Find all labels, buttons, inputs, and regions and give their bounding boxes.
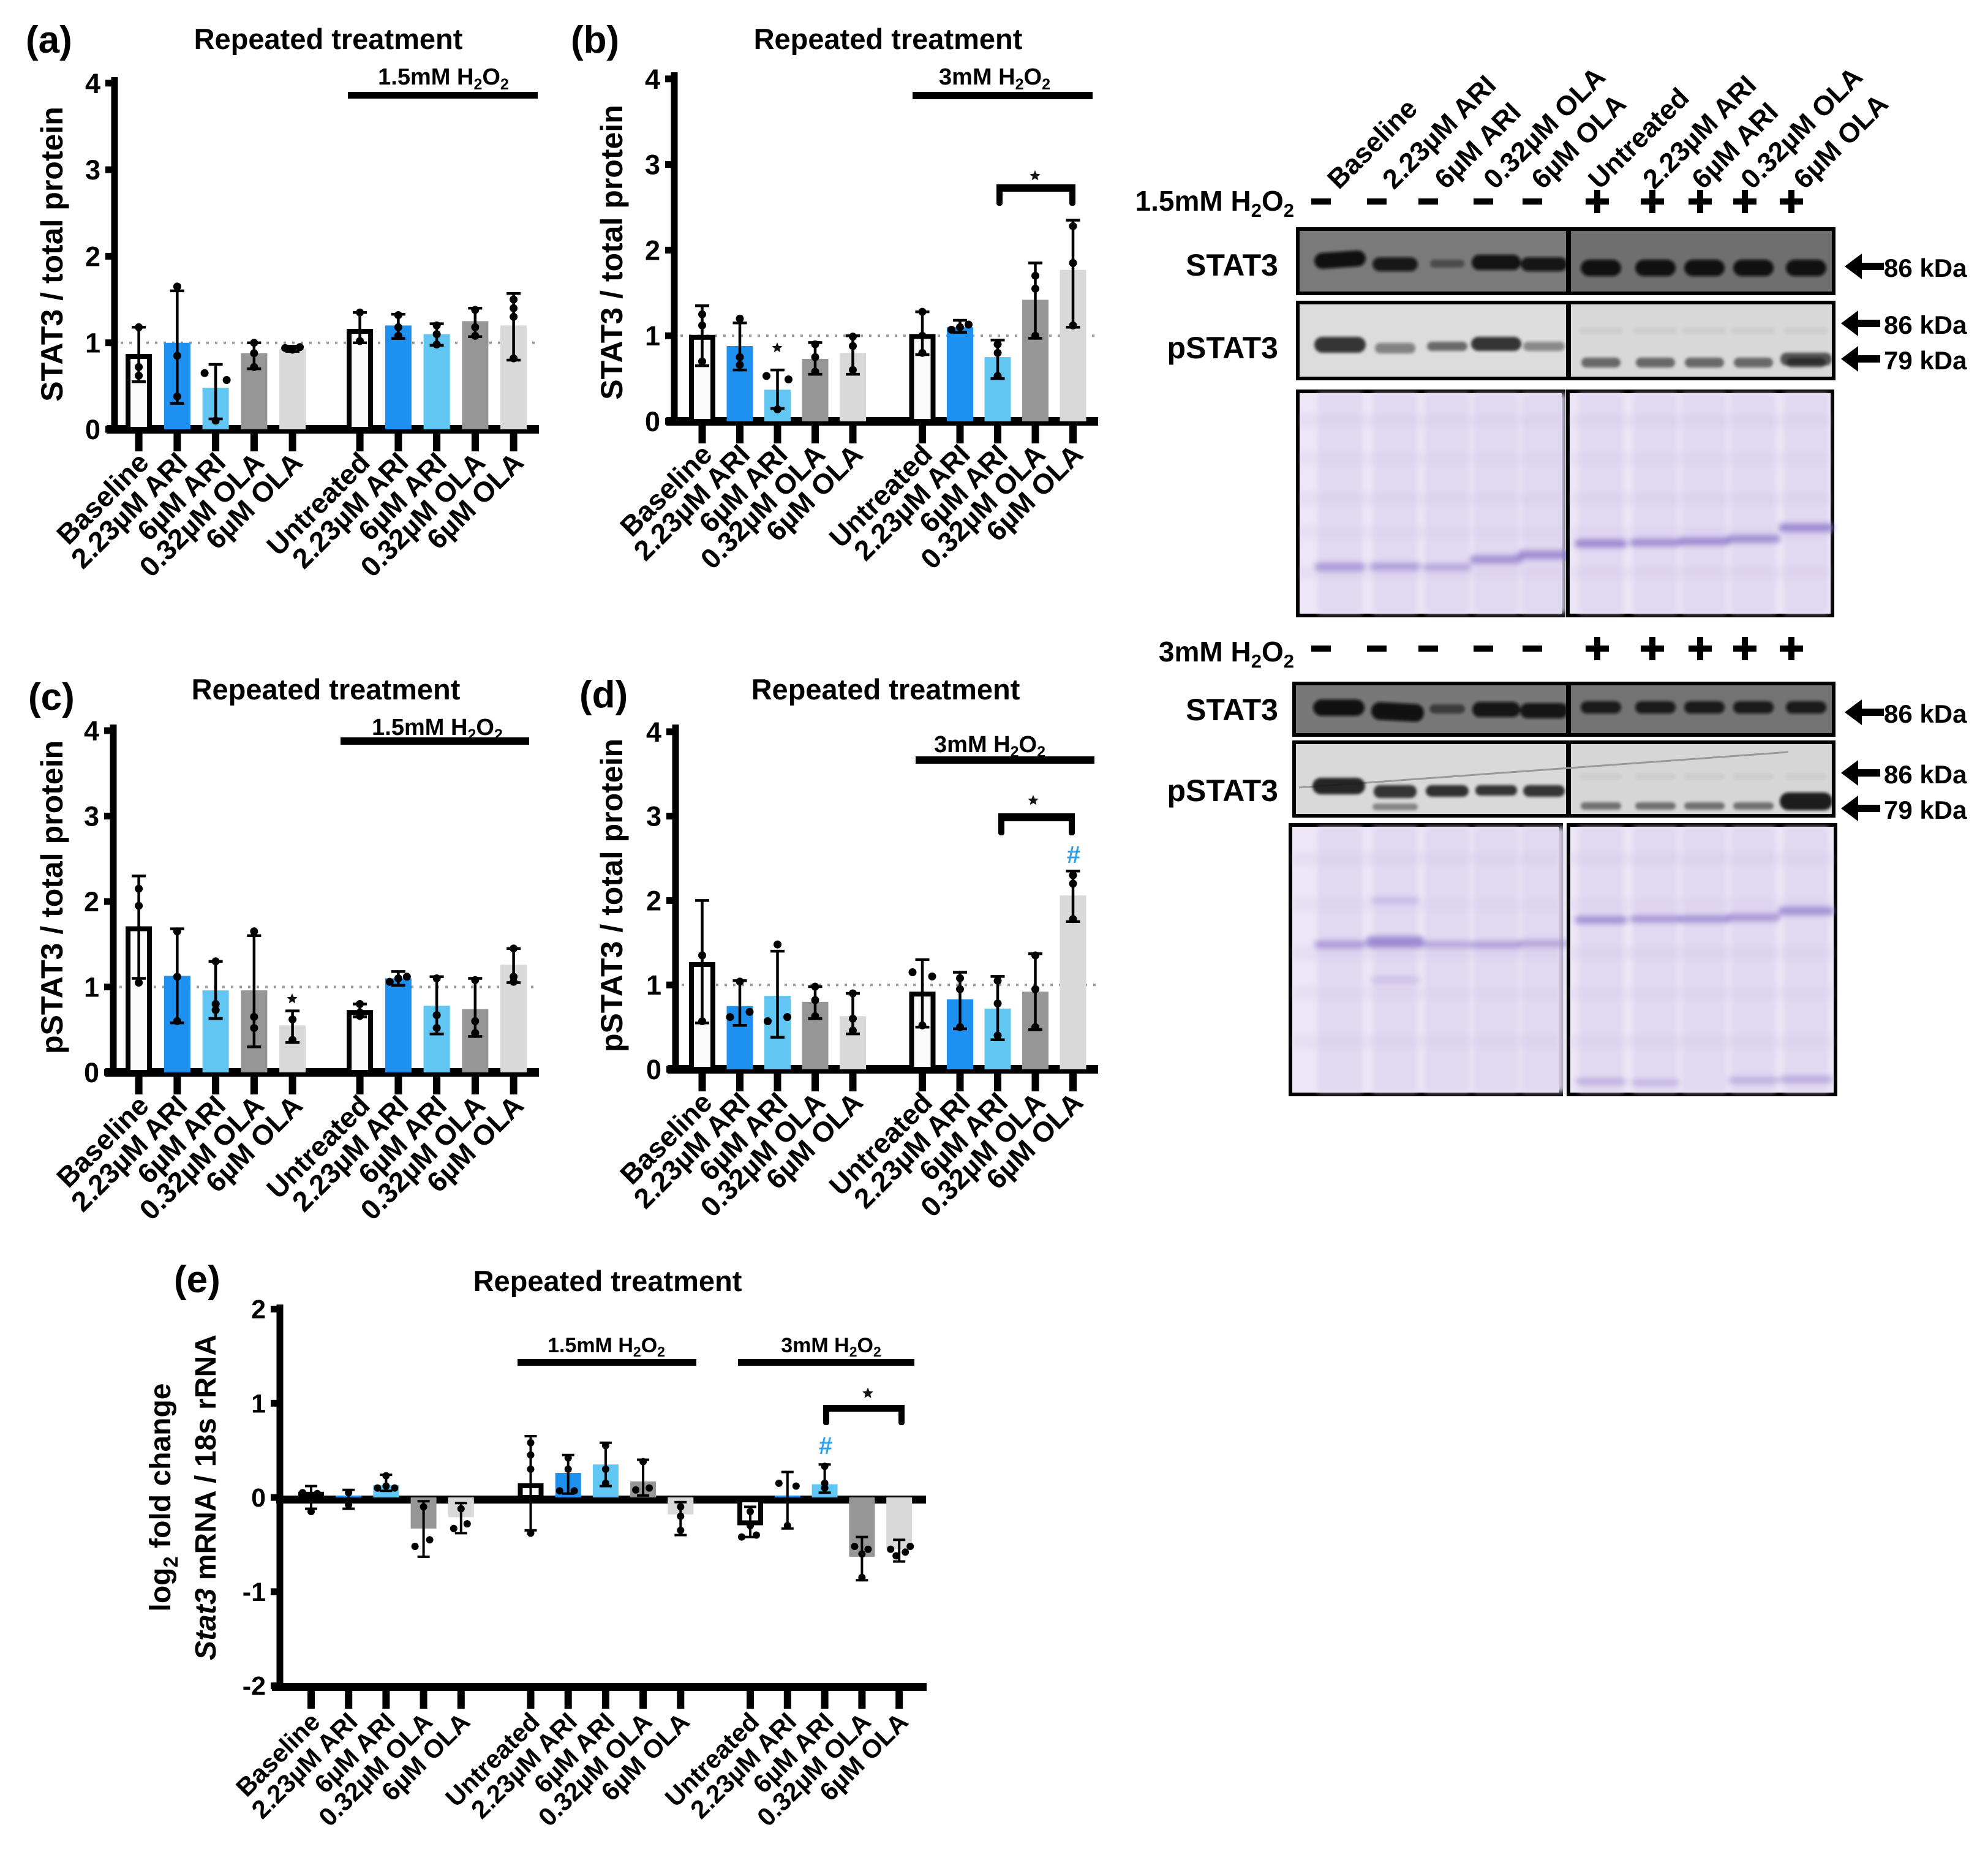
svg-text:(e): (e)	[174, 1259, 220, 1301]
svg-text:-1: -1	[243, 1578, 266, 1607]
svg-text:0: 0	[251, 1483, 266, 1513]
svg-text:3: 3	[85, 154, 100, 186]
svg-text:1: 1	[251, 1389, 266, 1418]
svg-text:Stat3 mRNA / 18s rRNA: Stat3 mRNA / 18s rRNA	[190, 1335, 222, 1660]
svg-text:pSTAT3 / total protein: pSTAT3 / total protein	[35, 740, 69, 1054]
svg-text:0: 0	[646, 1054, 661, 1085]
svg-text:2: 2	[646, 885, 661, 916]
svg-text:3: 3	[646, 801, 661, 832]
svg-text:Repeated treatment: Repeated treatment	[751, 673, 1020, 706]
svg-text:3: 3	[84, 801, 99, 832]
svg-text:STAT3 / total protein: STAT3 / total protein	[595, 105, 629, 399]
svg-text:(a): (a)	[26, 19, 72, 61]
svg-text:4: 4	[85, 68, 100, 99]
svg-text:STAT3: STAT3	[1186, 693, 1278, 727]
svg-text:0: 0	[645, 406, 660, 437]
svg-text:1: 1	[645, 320, 660, 352]
svg-text:3mM H2O2: 3mM H2O2	[934, 732, 1045, 761]
svg-text:#: #	[1067, 841, 1080, 868]
svg-text:pSTAT3: pSTAT3	[1167, 331, 1278, 365]
svg-text:1: 1	[646, 969, 661, 1001]
svg-text:3mM H2O2: 3mM H2O2	[781, 1334, 881, 1360]
svg-text:86 kDa: 86 kDa	[1884, 699, 1967, 728]
svg-text:(c): (c)	[28, 676, 75, 718]
svg-text:1.5mM H2O2: 1.5mM H2O2	[548, 1334, 665, 1360]
svg-text:(d): (d)	[579, 674, 628, 716]
svg-text:log2 fold change: log2 fold change	[145, 1383, 182, 1611]
svg-text:#: #	[819, 1432, 832, 1459]
svg-text:3mM H2O2: 3mM H2O2	[1159, 636, 1294, 672]
svg-text:0: 0	[84, 1057, 99, 1088]
svg-text:Repeated treatment: Repeated treatment	[754, 23, 1023, 55]
svg-text:Repeated treatment: Repeated treatment	[473, 1265, 742, 1297]
svg-text:1.5mM H2O2: 1.5mM H2O2	[378, 64, 509, 93]
svg-text:STAT3 / total protein: STAT3 / total protein	[35, 107, 69, 401]
svg-text:79 kDa: 79 kDa	[1884, 796, 1967, 824]
svg-text:3: 3	[645, 149, 660, 181]
svg-text:4: 4	[84, 715, 99, 747]
svg-text:2: 2	[84, 886, 99, 917]
svg-text:STAT3: STAT3	[1186, 248, 1278, 282]
svg-text:2: 2	[251, 1295, 266, 1325]
svg-text:(b): (b)	[571, 19, 619, 61]
svg-text:86 kDa: 86 kDa	[1884, 311, 1967, 339]
svg-text:0: 0	[85, 414, 100, 445]
svg-text:Repeated treatment: Repeated treatment	[194, 23, 463, 55]
svg-text:2: 2	[85, 241, 100, 272]
svg-text:79 kDa: 79 kDa	[1884, 346, 1967, 375]
svg-text:-2: -2	[243, 1672, 266, 1701]
svg-text:pSTAT3: pSTAT3	[1167, 774, 1278, 808]
svg-text:pSTAT3 / total protein: pSTAT3 / total protein	[595, 739, 629, 1052]
svg-text:2: 2	[645, 235, 660, 266]
svg-text:4: 4	[645, 64, 660, 95]
svg-text:4: 4	[646, 717, 661, 748]
svg-text:1: 1	[85, 328, 100, 359]
svg-text:1: 1	[84, 972, 99, 1003]
svg-text:3mM H2O2: 3mM H2O2	[939, 64, 1050, 93]
svg-text:Repeated treatment: Repeated treatment	[192, 673, 461, 706]
svg-text:86 kDa: 86 kDa	[1884, 760, 1967, 789]
svg-text:86 kDa: 86 kDa	[1884, 254, 1967, 282]
svg-text:1.5mM H2O2: 1.5mM H2O2	[1135, 185, 1294, 221]
